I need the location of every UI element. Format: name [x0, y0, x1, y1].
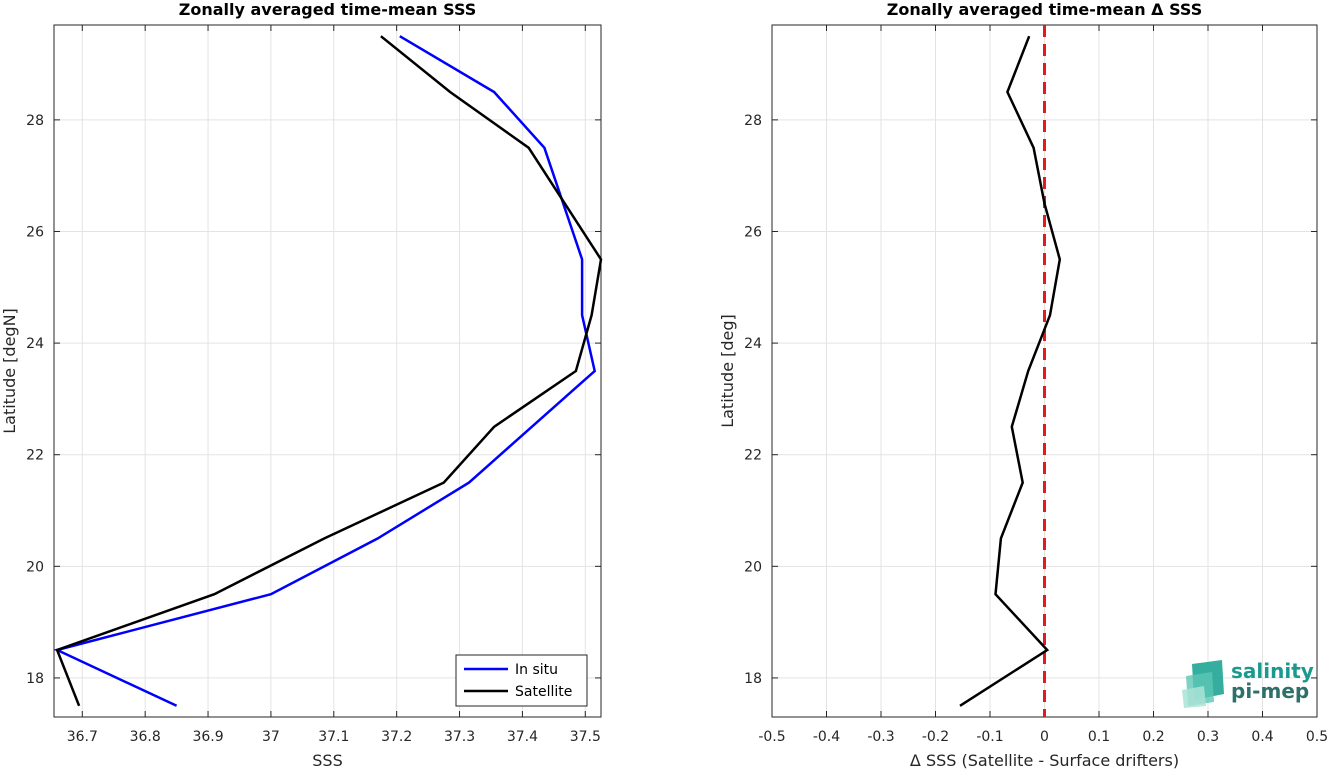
legend-label: Satellite — [515, 684, 572, 700]
y-tick-label: 20 — [26, 559, 44, 575]
chart-title: Zonally averaged time-mean Δ SSS — [887, 0, 1203, 19]
legend-label: In situ — [515, 662, 558, 678]
x-tick-label: 37.3 — [444, 729, 475, 745]
x-tick-label: 37 — [262, 729, 280, 745]
x-tick-label: 36.8 — [130, 729, 161, 745]
x-tick-label: 0.2 — [1142, 729, 1164, 745]
x-tick-label: 0.3 — [1197, 729, 1219, 745]
plot-area — [54, 25, 601, 717]
legend-box — [455, 654, 588, 707]
x-tick-label: -0.2 — [922, 729, 949, 745]
series-line-0 — [959, 35, 1062, 707]
x-tick-label: -0.5 — [758, 729, 785, 745]
x-tick-label: 37.2 — [381, 729, 412, 745]
x-tick-label: 0 — [1040, 729, 1049, 745]
y-tick-label: 20 — [744, 559, 762, 575]
series-line-satellite — [55, 35, 603, 707]
y-axis-label: Latitude [deg] — [718, 314, 737, 428]
y-tick-label: 26 — [744, 224, 762, 240]
right-panel: -0.5 -0.4 -0.3 -0.2 -0.1 0 0.1 0.2 0.3 0.4 0.5 18 20… — [718, 0, 1328, 769]
x-tick-label: -0.4 — [813, 729, 840, 745]
logo-mark-icon — [1182, 660, 1224, 708]
x-tick-label: 37.1 — [318, 729, 349, 745]
x-axis-label: Δ SSS (Satellite - Surface drifters) — [910, 751, 1179, 769]
logo-line1: salinity — [1231, 659, 1314, 683]
logo-line2: pi-mep — [1231, 679, 1309, 703]
x-tick-label: 37.4 — [507, 729, 538, 745]
y-tick-label: 28 — [26, 113, 44, 129]
axes-frame — [53, 24, 602, 718]
y-tick-label: 26 — [26, 224, 44, 240]
salinity-pi-mep-logo: salinity pi-mep — [1182, 659, 1314, 708]
y-tick-label: 22 — [744, 448, 762, 464]
y-tick-label: 18 — [744, 671, 762, 687]
left-panel: 36.7 36.8 36.9 37 37.1 37.2 37.3 37.4 37.5 18 20 22… — [0, 0, 603, 769]
y-axis-label: Latitude [degN] — [0, 308, 19, 434]
x-tick-label: 36.7 — [67, 729, 98, 745]
x-tick-label: 37.5 — [570, 729, 601, 745]
x-tick-label: -0.3 — [867, 729, 894, 745]
y-tick-label: 28 — [744, 113, 762, 129]
y-tick-label: 24 — [744, 336, 762, 352]
x-tick-label: -0.1 — [976, 729, 1003, 745]
chart-title: Zonally averaged time-mean SSS — [179, 0, 477, 19]
legend: In situ Satellite — [455, 654, 588, 707]
x-tick-label: 0.5 — [1306, 729, 1328, 745]
series-line-in-situ — [53, 35, 597, 707]
x-tick-label: 0.4 — [1251, 729, 1273, 745]
x-axis-label: SSS — [312, 751, 342, 769]
x-tick-label: 36.9 — [192, 729, 223, 745]
y-tick-label: 18 — [26, 671, 44, 687]
y-tick-label: 22 — [26, 448, 44, 464]
y-tick-label: 24 — [26, 336, 44, 352]
x-tick-label: 0.1 — [1088, 729, 1110, 745]
